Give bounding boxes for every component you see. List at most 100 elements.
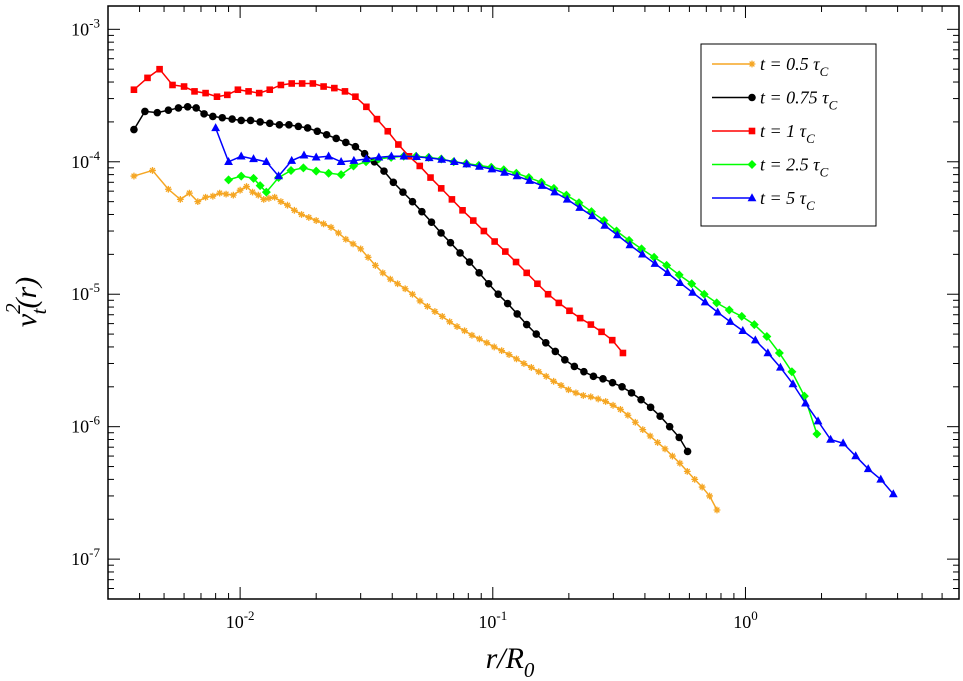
y-axis-label-sup: 2 bbox=[1, 303, 25, 314]
data-point bbox=[513, 310, 521, 318]
series-line bbox=[133, 169, 718, 511]
data-point bbox=[266, 86, 274, 94]
data-point bbox=[341, 88, 349, 95]
data-point bbox=[654, 439, 661, 446]
data-point bbox=[612, 230, 622, 239]
data-point bbox=[399, 151, 409, 160]
data-point bbox=[141, 107, 149, 116]
data-point bbox=[453, 323, 461, 330]
data-point bbox=[254, 191, 262, 199]
data-point bbox=[394, 280, 401, 288]
data-point bbox=[491, 238, 498, 245]
data-point bbox=[557, 381, 565, 389]
data-point bbox=[608, 378, 617, 387]
data-point bbox=[537, 180, 547, 189]
legend: t = 0.5 τC t = 0.75 τC t = 1 τC t = 2.5 τC t… bbox=[700, 43, 877, 227]
data-point bbox=[224, 156, 233, 165]
legend-marker bbox=[748, 60, 756, 68]
data-point bbox=[305, 214, 313, 221]
data-point bbox=[237, 116, 246, 125]
data-point bbox=[838, 438, 848, 447]
data-point bbox=[169, 81, 176, 89]
data-point bbox=[416, 162, 424, 170]
data-point bbox=[352, 93, 359, 100]
data-point bbox=[468, 331, 476, 339]
data-point bbox=[200, 110, 208, 118]
data-point bbox=[364, 253, 372, 261]
data-point bbox=[303, 124, 312, 132]
data-point bbox=[725, 316, 735, 325]
data-point bbox=[312, 217, 320, 224]
y-tick-label: 10-7 bbox=[71, 545, 100, 569]
data-point bbox=[261, 187, 271, 197]
y-tick-label: 10-3 bbox=[71, 15, 100, 39]
data-point bbox=[551, 347, 560, 356]
data-point bbox=[424, 153, 434, 162]
data-point bbox=[349, 240, 357, 248]
data-point bbox=[541, 338, 550, 347]
data-point bbox=[249, 154, 258, 163]
data-point bbox=[512, 258, 520, 266]
data-point bbox=[713, 506, 721, 514]
data-point bbox=[631, 418, 639, 426]
data-point bbox=[256, 118, 264, 126]
data-point bbox=[255, 89, 263, 97]
legend-marker bbox=[748, 93, 756, 102]
data-point bbox=[298, 80, 306, 87]
data-point bbox=[274, 171, 283, 180]
data-point bbox=[228, 115, 236, 123]
data-point bbox=[462, 159, 472, 168]
data-point bbox=[602, 398, 610, 405]
data-point bbox=[236, 151, 246, 160]
data-point bbox=[261, 156, 271, 165]
data-point bbox=[299, 150, 309, 159]
data-point bbox=[575, 202, 585, 211]
legend-item: t = 0.75 τC bbox=[712, 88, 838, 113]
data-point bbox=[265, 194, 273, 202]
data-point bbox=[637, 244, 647, 254]
data-point bbox=[409, 290, 416, 298]
data-point bbox=[446, 238, 455, 247]
x-tick-label: 100 bbox=[733, 608, 758, 632]
legend-label: t = 5 τC bbox=[760, 188, 815, 213]
data-point bbox=[512, 171, 522, 180]
data-point bbox=[513, 355, 520, 363]
legend-marker bbox=[747, 160, 757, 169]
data-point bbox=[542, 372, 550, 380]
data-point bbox=[202, 89, 209, 97]
data-point bbox=[598, 328, 605, 336]
data-point bbox=[544, 290, 552, 298]
data-point bbox=[494, 290, 502, 299]
data-point bbox=[572, 389, 580, 397]
data-point bbox=[469, 217, 477, 224]
data-point bbox=[724, 305, 734, 315]
data-point bbox=[532, 330, 541, 338]
data-point bbox=[446, 318, 454, 326]
data-point bbox=[801, 398, 810, 407]
data-point bbox=[180, 83, 188, 90]
data-point bbox=[638, 249, 647, 258]
data-point bbox=[202, 193, 209, 201]
data-point bbox=[788, 379, 798, 388]
data-point bbox=[669, 452, 676, 460]
data-point bbox=[291, 206, 298, 214]
data-point bbox=[363, 103, 370, 111]
data-point bbox=[562, 194, 572, 203]
data-point bbox=[374, 152, 384, 161]
data-point bbox=[431, 308, 439, 315]
data-point bbox=[523, 269, 530, 277]
data-point bbox=[249, 173, 259, 183]
data-point bbox=[683, 447, 692, 456]
data-point bbox=[565, 386, 572, 394]
data-point bbox=[661, 445, 669, 453]
data-point bbox=[600, 220, 610, 229]
data-point bbox=[332, 134, 340, 143]
data-point bbox=[427, 218, 436, 226]
data-point bbox=[500, 167, 509, 176]
data-point bbox=[475, 335, 483, 343]
series-4 bbox=[224, 151, 822, 439]
data-point bbox=[675, 277, 685, 286]
data-point bbox=[149, 167, 156, 174]
data-point bbox=[437, 154, 447, 163]
data-point bbox=[437, 229, 445, 237]
